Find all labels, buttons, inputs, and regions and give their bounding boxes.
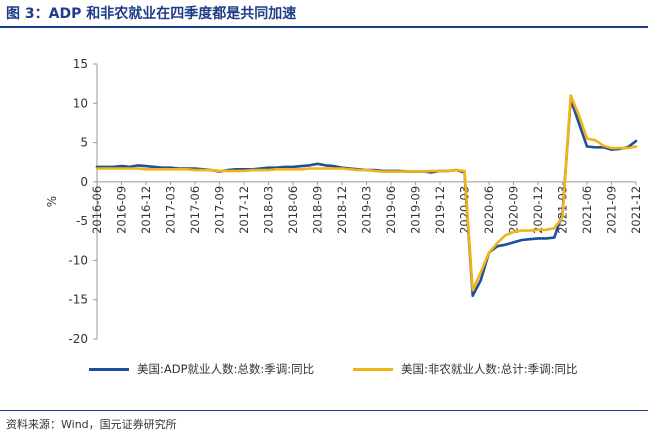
y-tick-label: 10: [73, 96, 88, 110]
x-tick-label: 2017-06: [188, 186, 202, 234]
legend-swatch-adp: [89, 368, 129, 371]
y-axis-label: %: [45, 196, 59, 207]
y-tick-label: 5: [80, 136, 88, 150]
y-tick-label: -10: [68, 253, 88, 267]
legend-swatch-nfp: [353, 368, 393, 371]
series-line-nfp: [95, 94, 638, 292]
figure-header: 图 3：ADP 和非农就业在四季度都是共同加速: [0, 0, 662, 28]
y-tick-label: -5: [76, 214, 88, 228]
x-tick-label: 2017-03: [164, 186, 178, 234]
chart-area: 15 10 5 0 -5 -10 -15 -20% 2016-06 2016-09 2016-12 2…: [0, 40, 662, 400]
x-tick-label: 2020-12: [531, 186, 545, 234]
legend-label-nfp: 美国:非农就业人数:总计:季调:同比: [401, 362, 578, 376]
y-tick-label: 15: [73, 57, 88, 71]
x-tick-label: 2019-03: [360, 186, 374, 234]
x-tick-label: 2018-09: [311, 186, 325, 234]
x-tick-label: 2021-06: [580, 186, 594, 234]
x-tick-label: 2021-09: [605, 186, 619, 234]
x-tick-label: 2019-09: [409, 186, 423, 234]
x-tick-label: 2019-12: [433, 186, 447, 234]
x-tick-label: 2016-09: [115, 186, 129, 234]
x-tick-label: 2018-03: [262, 186, 276, 234]
y-tick-label: -15: [68, 293, 88, 307]
x-tick-label: 2018-12: [335, 186, 349, 234]
legend-label-adp: 美国:ADP就业人数:总数:季调:同比: [137, 362, 315, 376]
x-tick-label: 2021-12: [629, 186, 643, 234]
x-tick-label: 2017-09: [213, 186, 227, 234]
x-tick-label: 2016-12: [139, 186, 153, 234]
y-tick-label: 0: [80, 175, 88, 189]
figure-title: 图 3：ADP 和非农就业在四季度都是共同加速: [6, 6, 297, 22]
x-tick-label: 2019-06: [384, 186, 398, 234]
x-tick-label: 2017-12: [237, 186, 251, 234]
source-note: 资料来源：Wind，国元证券研究所: [6, 418, 177, 431]
x-tick-label: 2016-06: [90, 186, 104, 234]
line-chart: 15 10 5 0 -5 -10 -15 -20% 2016-06 2016-09 2016-12 2…: [45, 57, 643, 346]
x-tick-label: 2020-06: [482, 186, 496, 234]
x-tick-label: 2018-06: [286, 186, 300, 234]
y-tick-label: -20: [68, 332, 88, 346]
footer-divider: [0, 410, 648, 411]
x-tick-label: 2020-09: [507, 186, 521, 234]
header-divider: [0, 26, 648, 28]
